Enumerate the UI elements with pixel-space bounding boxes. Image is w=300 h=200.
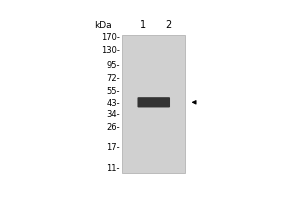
Text: 34-: 34- <box>106 110 120 119</box>
Text: 170-: 170- <box>101 33 120 42</box>
Text: 17-: 17- <box>106 143 120 152</box>
Text: 130-: 130- <box>101 46 120 55</box>
Text: 72-: 72- <box>106 74 120 83</box>
Text: 11-: 11- <box>106 164 120 173</box>
FancyBboxPatch shape <box>137 97 170 107</box>
Text: 26-: 26- <box>106 123 120 132</box>
Text: 95-: 95- <box>106 61 120 70</box>
Text: 55-: 55- <box>106 87 120 96</box>
Text: 43-: 43- <box>106 99 120 108</box>
Text: 2: 2 <box>166 20 172 30</box>
Text: 1: 1 <box>140 20 146 30</box>
Text: kDa: kDa <box>94 21 112 30</box>
Bar <box>122 35 185 173</box>
